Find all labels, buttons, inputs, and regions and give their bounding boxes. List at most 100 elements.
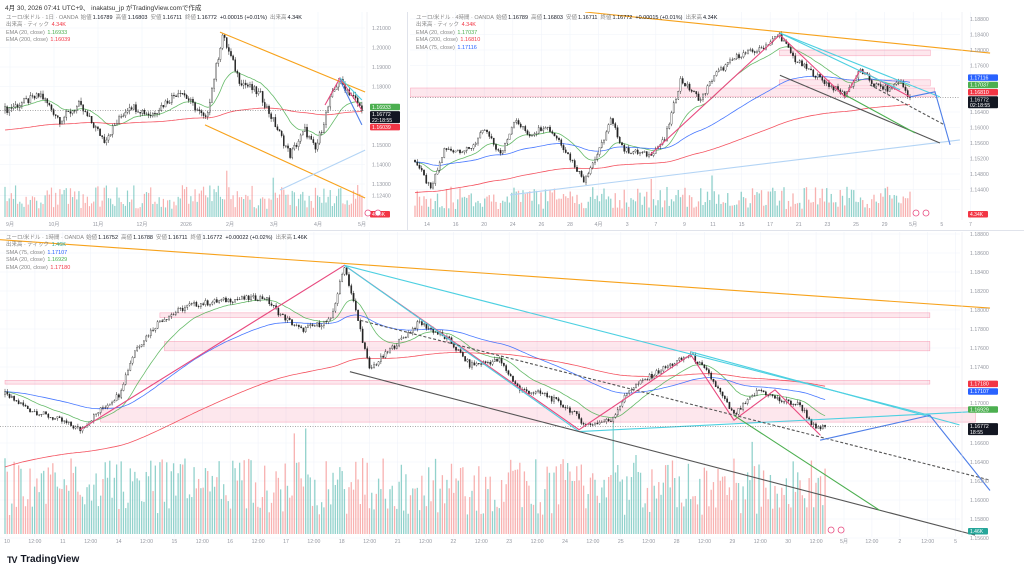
volume-bar (343, 489, 346, 534)
volume-bar (205, 195, 207, 217)
support-resistance-zone[interactable] (159, 312, 931, 318)
trend-line-drawing[interactable] (869, 84, 946, 126)
indicator-legend-row[interactable]: EMA (75, close) 1.17116 (416, 45, 720, 52)
volume-bar (619, 200, 621, 217)
trend-line-drawing[interactable] (733, 414, 881, 511)
candle-body (209, 304, 211, 306)
chart-1h[interactable]: ユーロ/米ドル · 1時間 · OANDA 始値1.16752 高値1.16788… (0, 232, 1024, 546)
candle (398, 338, 400, 348)
trend-line-drawing[interactable] (360, 319, 991, 481)
candle (238, 72, 241, 87)
indicator-legend-row[interactable]: EMA (200, close) 1.16810 (416, 37, 720, 44)
economic-event-flag-icon[interactable] (374, 209, 382, 217)
volume-bar (547, 201, 549, 217)
indicator-legend-row[interactable]: EMA (200, close) 1.16039 (6, 37, 305, 44)
indicator-legend-row[interactable]: 出来高 · ティック 4.34K (416, 22, 720, 29)
trend-line-drawing[interactable] (509, 139, 960, 196)
volume-bar (781, 487, 783, 534)
candle-body (873, 83, 875, 87)
trend-line-drawing[interactable] (339, 77, 363, 101)
pane-divider[interactable] (407, 12, 408, 230)
trend-line-drawing[interactable] (204, 124, 366, 199)
indicator-legend-row[interactable]: SMA (75, close) 1.17107 (6, 250, 310, 257)
economic-event-flag-icon[interactable] (837, 526, 845, 534)
symbol-title[interactable]: ユーロ/米ドル · 1日 · OANDA (6, 15, 80, 21)
volume-bar (112, 204, 114, 217)
candle (481, 129, 484, 135)
pane-divider[interactable] (0, 230, 1024, 231)
tradingview-branding[interactable]: TV TradingView (7, 554, 79, 565)
candle (122, 113, 125, 118)
trend-line-drawing[interactable] (844, 94, 916, 134)
candle (350, 283, 353, 296)
trend-line-drawing[interactable] (909, 91, 951, 146)
candle (493, 356, 496, 362)
candle (722, 66, 725, 72)
volume-bar (519, 462, 521, 534)
support-resistance-zone[interactable] (100, 407, 976, 423)
trend-line-drawing[interactable] (585, 12, 991, 54)
trend-line-drawing[interactable] (779, 32, 941, 98)
candle (261, 90, 264, 107)
candle-body (774, 36, 776, 39)
volume-bar (86, 487, 88, 534)
time-axis-label: 12:00 (140, 539, 153, 545)
candle (165, 319, 168, 322)
chart-canvas[interactable]: 1.171161.170371.168101.1677202:18:551.18… (410, 12, 1024, 230)
trend-line-drawing[interactable] (349, 371, 976, 536)
ema-75-line (414, 75, 911, 166)
chart-canvas[interactable]: 1.169331.1677222:18:551.160391.210001.20… (0, 12, 405, 230)
indicator-legend-row[interactable]: EMA (20, close) 1.16933 (6, 30, 305, 37)
chart-4h[interactable]: ユーロ/米ドル · 4時間 · OANDA 始値1.16789 高値1.16803… (410, 12, 1024, 230)
trend-line-drawing[interactable] (779, 32, 901, 91)
volume-bar (122, 491, 125, 534)
economic-event-flag-icon[interactable] (912, 209, 920, 217)
candle-body (312, 139, 315, 143)
indicator-legend-row[interactable]: EMA (20, close) 1.17037 (416, 30, 720, 37)
chart-daily[interactable]: ユーロ/米ドル · 1日 · OANDA 始値1.16789 高値1.16803 安… (0, 12, 405, 230)
trend-line-drawing[interactable] (690, 351, 960, 426)
indicator-legend-row[interactable]: 出来高 · ティック 4.34K (6, 22, 305, 29)
symbol-title[interactable]: ユーロ/米ドル · 4時間 · OANDA (416, 15, 496, 21)
candle (166, 98, 169, 105)
price-badge-value: 1.17116 (970, 75, 988, 81)
trend-line-drawing[interactable] (324, 76, 363, 111)
indicator-legend-row[interactable]: 出来高 · ティック 1.46K (6, 242, 310, 249)
indicator-legend-row[interactable]: SMA (20, close) 1.16929 (6, 257, 310, 264)
support-resistance-zone[interactable] (4, 380, 931, 385)
candle (416, 319, 419, 332)
volume-bar (238, 197, 241, 217)
volume-bar (67, 203, 69, 217)
trend-line-drawing[interactable] (344, 264, 580, 433)
candle-body (416, 321, 419, 330)
candle (139, 111, 141, 117)
economic-event-flag-icon[interactable] (922, 209, 930, 217)
volume-bar (700, 188, 702, 217)
candle (16, 103, 19, 111)
symbol-title[interactable]: ユーロ/米ドル · 1時間 · OANDA (6, 235, 86, 241)
volume-bar (84, 202, 86, 217)
trend-line-drawing[interactable] (279, 149, 366, 191)
candle (492, 137, 495, 147)
chart-canvas[interactable]: 1.171801.171071.169291.1677218:551.18800… (0, 232, 1024, 546)
support-resistance-zone[interactable] (779, 49, 931, 57)
candle-body (639, 380, 642, 385)
support-resistance-zone[interactable] (410, 87, 935, 98)
candle-body (484, 361, 487, 363)
candle-body (601, 421, 603, 423)
economic-event-flag-icon[interactable] (364, 209, 372, 217)
candle-body (495, 144, 497, 150)
trend-line-drawing[interactable] (819, 414, 991, 491)
candle (819, 73, 821, 79)
volume-bar (366, 462, 368, 534)
economic-event-flag-icon[interactable] (827, 526, 835, 534)
candle (175, 310, 177, 317)
trend-line-drawing[interactable] (339, 79, 363, 126)
candle-body (459, 349, 462, 353)
candle (354, 298, 357, 312)
trend-line-drawing[interactable] (0, 239, 991, 309)
candle-body (128, 107, 131, 111)
support-resistance-zone[interactable] (164, 341, 931, 352)
indicator-legend-row[interactable]: EMA (200, close) 1.17180 (6, 265, 310, 272)
trend-line-drawing[interactable] (579, 411, 976, 433)
